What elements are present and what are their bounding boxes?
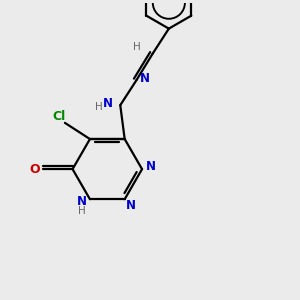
Text: N: N xyxy=(103,97,113,110)
Text: O: O xyxy=(30,163,40,176)
Text: Cl: Cl xyxy=(52,110,66,123)
Text: H: H xyxy=(95,102,103,112)
Text: H: H xyxy=(134,42,141,52)
Text: N: N xyxy=(146,160,156,173)
Text: N: N xyxy=(77,195,87,208)
Text: N: N xyxy=(140,72,150,85)
Text: N: N xyxy=(126,199,136,212)
Text: H: H xyxy=(78,206,86,216)
